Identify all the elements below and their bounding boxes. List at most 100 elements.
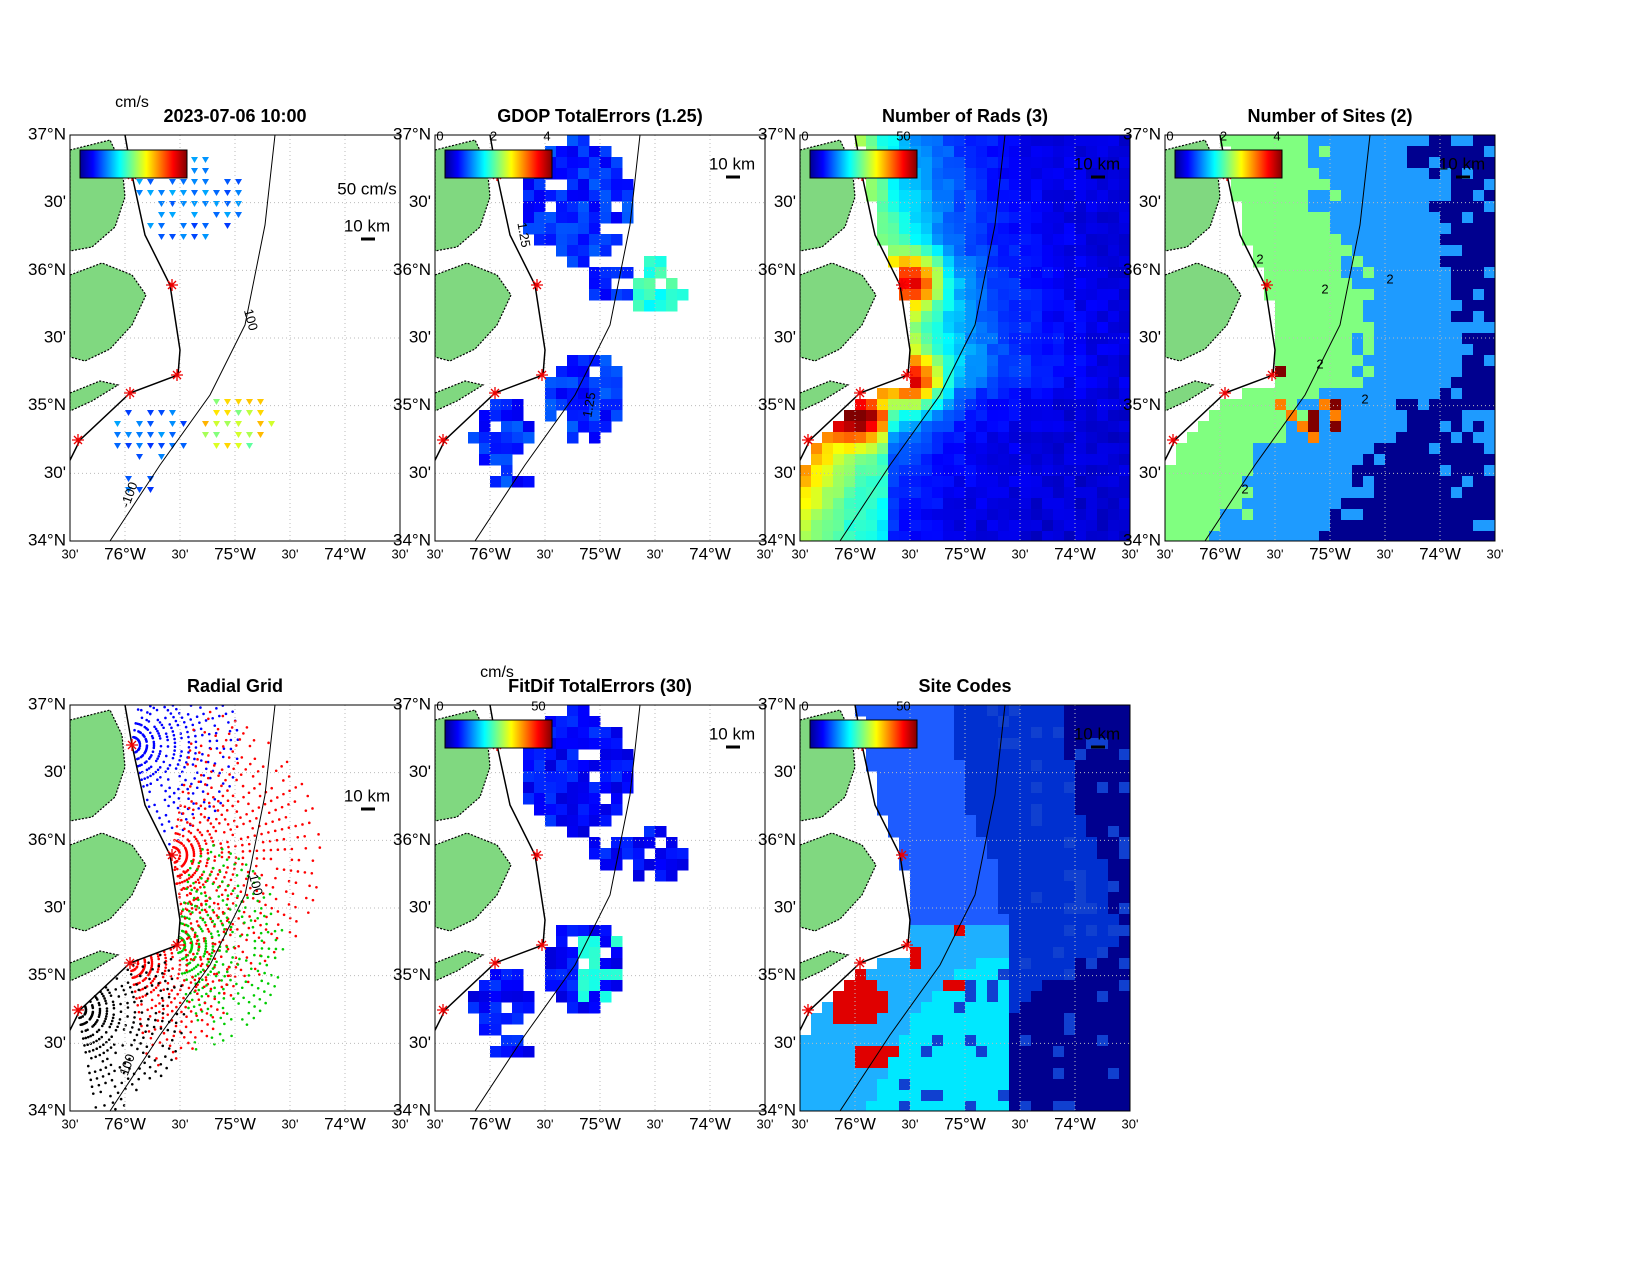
data-cell <box>1009 804 1021 816</box>
lon-label: 74°W <box>324 1114 366 1133</box>
data-cell <box>932 1002 944 1014</box>
radial-point <box>243 921 246 924</box>
radial-point <box>203 731 206 734</box>
radial-point <box>194 735 197 738</box>
data-cell <box>811 1024 823 1036</box>
data-cell <box>1097 476 1109 488</box>
data-cell <box>1418 322 1430 334</box>
data-cell <box>866 443 878 455</box>
panel-title: FitDif TotalErrors (30) <box>508 676 692 696</box>
data-cell <box>1418 520 1430 532</box>
data-cell <box>567 190 579 202</box>
radial-point <box>226 968 229 971</box>
radial-point <box>197 964 200 967</box>
radial-point <box>236 895 239 898</box>
radial-point <box>178 882 181 885</box>
data-cell <box>1020 520 1032 532</box>
data-cell <box>1374 223 1386 235</box>
data-cell <box>1418 410 1430 422</box>
radial-point <box>213 925 216 928</box>
data-cell <box>1473 476 1485 488</box>
data-cell <box>1308 256 1320 268</box>
data-cell <box>1396 157 1408 169</box>
data-cell <box>1451 509 1463 521</box>
data-cell <box>633 848 645 860</box>
data-cell <box>1119 1068 1131 1080</box>
data-cell <box>666 859 678 871</box>
radial-point <box>193 1005 196 1008</box>
data-cell <box>833 520 845 532</box>
radial-point <box>218 979 221 982</box>
data-cell <box>1385 168 1397 180</box>
radial-point <box>259 795 262 798</box>
data-cell <box>1429 344 1441 356</box>
radial-point <box>263 941 266 944</box>
radial-point <box>148 805 151 808</box>
data-cell <box>954 432 966 444</box>
lon-label: 30' <box>427 546 444 561</box>
radial-point <box>154 1005 157 1008</box>
radial-point <box>164 790 167 793</box>
data-cell <box>1253 223 1265 235</box>
data-cell <box>899 399 911 411</box>
data-cell <box>1086 881 1098 893</box>
data-cell <box>589 267 601 279</box>
data-cell <box>1330 377 1342 389</box>
data-cell <box>998 421 1010 433</box>
data-cell <box>998 738 1010 750</box>
data-cell <box>1097 454 1109 466</box>
radial-point <box>236 928 239 931</box>
radial-point <box>196 939 199 942</box>
data-cell <box>1319 476 1331 488</box>
data-cell <box>1286 234 1298 246</box>
data-cell <box>1075 782 1087 794</box>
data-cell <box>1308 223 1320 235</box>
radial-point <box>206 899 209 902</box>
radial-point <box>196 920 199 923</box>
radial-point <box>201 734 204 737</box>
data-cell <box>600 958 612 970</box>
data-cell <box>965 958 977 970</box>
data-cell <box>1297 190 1309 202</box>
radial-point <box>170 712 173 715</box>
data-cell <box>976 454 988 466</box>
data-cell <box>976 1046 988 1058</box>
data-cell <box>1418 443 1430 455</box>
data-cell <box>490 1002 502 1014</box>
radial-point <box>151 968 154 971</box>
data-cell <box>1484 355 1496 367</box>
data-cell <box>523 749 535 761</box>
data-cell <box>1108 771 1120 783</box>
radial-point <box>235 983 238 986</box>
data-cell <box>987 300 999 312</box>
data-cell <box>1330 476 1342 488</box>
radial-point <box>156 778 159 781</box>
data-cell <box>1385 476 1397 488</box>
data-cell <box>1097 782 1109 794</box>
data-cell <box>899 212 911 224</box>
data-cell <box>943 190 955 202</box>
data-cell <box>1374 311 1386 323</box>
radial-point <box>114 1052 117 1055</box>
radial-point <box>203 799 206 802</box>
radial-point <box>203 870 206 873</box>
radial-point <box>100 1036 103 1039</box>
data-cell <box>1086 914 1098 926</box>
radial-point <box>87 1065 90 1068</box>
data-cell <box>943 1068 955 1080</box>
data-cell <box>954 914 966 926</box>
data-cell <box>1042 1002 1054 1014</box>
data-cell <box>1440 388 1452 400</box>
data-cell <box>943 870 955 882</box>
data-cell <box>1407 278 1419 290</box>
radial-point <box>186 964 189 967</box>
data-cell <box>1418 476 1430 488</box>
data-cell <box>987 738 999 750</box>
data-cell <box>844 1068 856 1080</box>
data-cell <box>1341 377 1353 389</box>
radial-point <box>224 779 227 782</box>
data-cell <box>1462 289 1474 301</box>
data-cell <box>1363 322 1375 334</box>
data-cell <box>1086 782 1098 794</box>
data-cell <box>1097 1035 1109 1047</box>
